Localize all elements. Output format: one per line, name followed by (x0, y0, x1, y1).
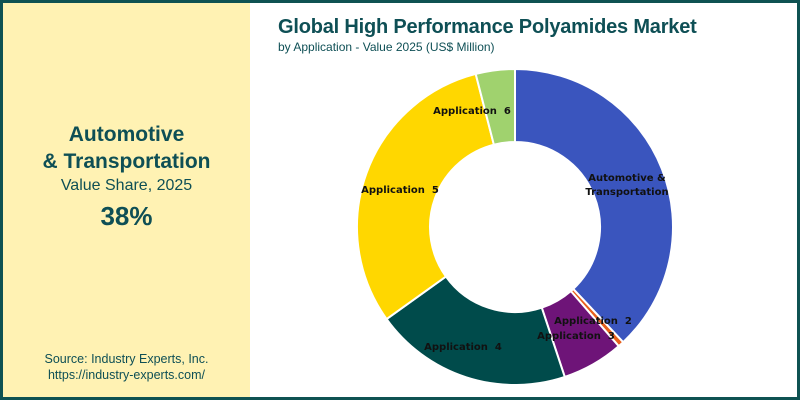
donut-slice (356, 72, 496, 321)
source-line: Source: Industry Experts, Inc. (44, 352, 209, 366)
slice-label: Application 6 (433, 106, 511, 117)
source-url: https://industry-experts.com/ (47, 368, 205, 382)
slice-label: Application 5 (361, 185, 439, 196)
chart-title: Global High Performance Polyamides Marke… (278, 16, 697, 38)
kpi-segment-line2: & Transportation (42, 150, 211, 173)
kpi-value: 38% (100, 201, 153, 231)
kpi-panel: Automotive & Transportation Value Share,… (3, 3, 250, 397)
donut-slice (514, 67, 674, 344)
kpi-segment-name: Automotive & Transportation (3, 121, 250, 175)
slice-label: Automotive & Transportation (585, 173, 668, 198)
source-note: Source: Industry Experts, Inc. https://i… (3, 351, 250, 383)
donut-labels: Automotive & Transportation Application 2 A… (361, 106, 668, 353)
donut-slice (385, 275, 567, 386)
donut-chart: Automotive & Transportation Application 2 A… (356, 67, 674, 386)
slice-label: Application 4 (424, 342, 502, 353)
donut-slices (356, 67, 674, 386)
chart-subtitle: by Application - Value 2025 (US$ Million… (278, 40, 495, 54)
kpi-subtitle: Value Share, 2025 (60, 177, 193, 194)
slice-label: Application 2 (554, 316, 632, 327)
donut-slice (474, 67, 516, 146)
slice-label: Application 3 (537, 331, 615, 342)
kpi-segment-line1: Automotive (68, 123, 185, 146)
